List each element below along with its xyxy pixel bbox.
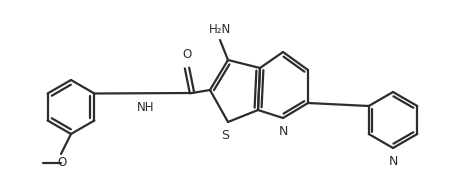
Text: O: O xyxy=(182,48,192,61)
Text: O: O xyxy=(57,156,66,169)
Text: N: N xyxy=(388,155,398,168)
Text: H₂N: H₂N xyxy=(209,23,231,36)
Text: N: N xyxy=(279,125,288,138)
Text: NH: NH xyxy=(136,101,154,114)
Text: S: S xyxy=(221,129,229,142)
